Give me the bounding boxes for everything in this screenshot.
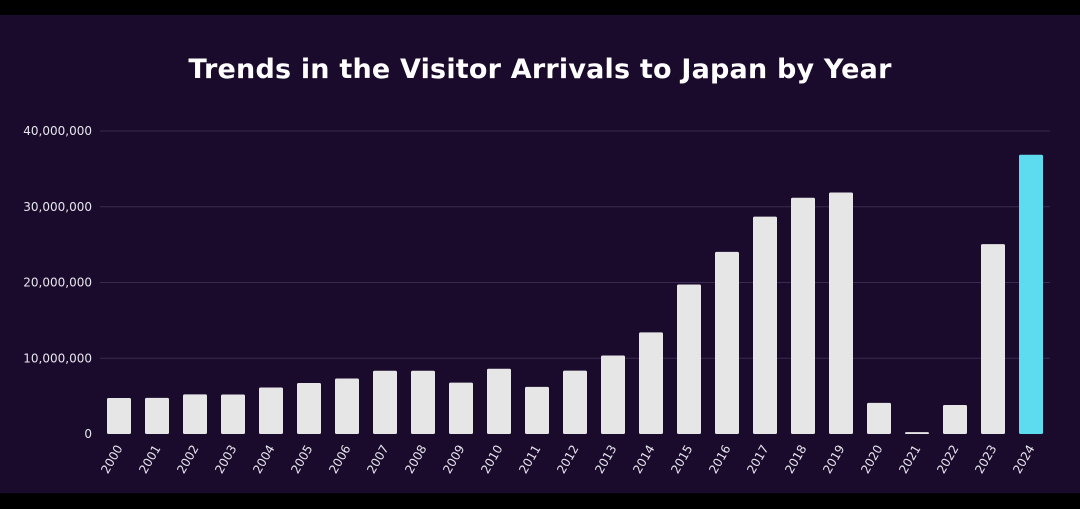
y-axis: 0 10,000,000 20,000,000 30,000,000 40,000,00… [23,124,92,441]
bar-2009 [449,382,473,434]
x-tick-label: 2000 [98,443,125,476]
x-tick-label: 2017 [744,443,771,476]
bar-2015 [677,284,701,434]
x-tick-label: 2009 [440,443,467,476]
x-tick-label: 2019 [820,443,847,476]
bar-2000 [107,397,131,434]
y-tick-label: 30,000,000 [23,200,92,214]
x-tick-label: 2022 [934,443,961,476]
bar-2001 [145,397,169,434]
x-tick-label: 2005 [288,443,315,476]
x-tick-label: 2021 [896,443,923,476]
bar-2021 [905,432,929,434]
x-tick-label: 2004 [250,443,277,476]
x-tick-label: 2018 [782,443,809,476]
bar-2004 [259,387,283,434]
x-tick-label: 2016 [706,443,733,476]
y-tick-label: 10,000,000 [23,351,92,365]
bar-2019 [829,192,853,434]
grid-lines [100,130,1050,359]
bar-2012 [563,370,587,434]
bar-2002 [183,394,207,434]
x-tick-label: 2024 [1010,443,1037,476]
bar-2008 [411,370,435,434]
x-tick-label: 2014 [630,443,657,476]
x-tick-label: 2012 [554,443,581,476]
x-tick-label: 2006 [326,443,353,476]
bar-2005 [297,383,321,434]
bar-2016 [715,251,739,434]
bar-2007 [373,370,397,434]
chart-title: Trends in the Visitor Arrivals to Japan … [188,54,892,85]
x-tick-label: 2008 [402,443,429,476]
x-tick-label: 2001 [136,443,163,476]
x-axis: 2000 2001 2002 2003 2004 2005 2006 2007 2008 2009… [98,443,1037,476]
bar-2006 [335,378,359,434]
x-tick-label: 2020 [858,443,885,476]
bar-2024 [1019,154,1043,435]
y-tick-label: 20,000,000 [23,276,92,290]
bar-2017 [753,216,777,434]
bar-2010 [487,368,511,434]
x-tick-label: 2002 [174,443,201,476]
bar-2014 [639,332,663,434]
x-tick-label: 2003 [212,443,239,476]
bar-2018 [791,197,815,434]
x-tick-label: 2023 [972,443,999,476]
bar-2020 [867,402,891,434]
x-tick-label: 2011 [516,443,543,476]
bar-2011 [525,386,549,434]
bar-2013 [601,355,625,434]
bar-2022 [943,404,967,434]
x-tick-label: 2013 [592,443,619,476]
bar-2023 [981,244,1005,434]
bars [107,154,1043,435]
x-tick-label: 2010 [478,443,505,476]
y-tick-label: 40,000,000 [23,124,92,138]
x-tick-label: 2007 [364,443,391,476]
bar-2003 [221,394,245,434]
x-tick-label: 2015 [668,443,695,476]
y-tick-label: 0 [84,427,92,441]
